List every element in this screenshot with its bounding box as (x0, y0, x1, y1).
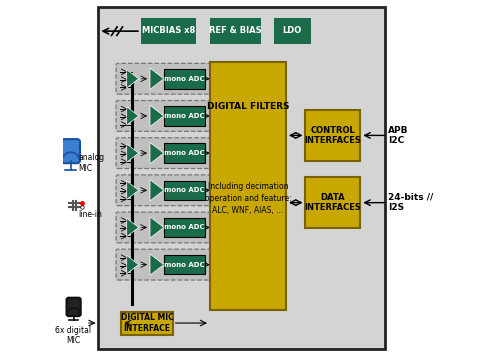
Bar (210, 62, 286, 310)
Text: REF & BIAS: REF & BIAS (209, 27, 262, 35)
FancyBboxPatch shape (67, 298, 81, 316)
Bar (121, 312, 173, 335)
Text: mono ADC: mono ADC (164, 187, 204, 193)
Text: mono ADC: mono ADC (164, 224, 204, 230)
Text: DIGITAL MIC
INTERFACE: DIGITAL MIC INTERFACE (120, 313, 173, 333)
FancyBboxPatch shape (116, 175, 210, 206)
Polygon shape (150, 217, 164, 238)
Text: CONTROL
INTERFACES: CONTROL INTERFACES (304, 126, 361, 145)
Bar (164, 218, 204, 237)
Text: mono ADC: mono ADC (164, 262, 204, 268)
Text: APB
I2C: APB I2C (388, 126, 408, 145)
Bar (164, 255, 204, 274)
Bar (305, 177, 360, 228)
Text: LDO: LDO (283, 27, 302, 35)
Bar (274, 18, 311, 44)
Text: mono ADC: mono ADC (164, 113, 204, 119)
Bar (210, 18, 261, 44)
FancyBboxPatch shape (61, 139, 80, 163)
FancyBboxPatch shape (116, 101, 210, 131)
FancyBboxPatch shape (116, 138, 210, 169)
Bar (98, 7, 385, 349)
Polygon shape (127, 256, 139, 274)
Bar (164, 181, 204, 200)
Polygon shape (127, 69, 139, 88)
FancyBboxPatch shape (116, 212, 210, 243)
Polygon shape (150, 105, 164, 127)
Polygon shape (127, 218, 139, 237)
Text: mono ADC: mono ADC (164, 150, 204, 156)
Text: 24-bits //
I2S: 24-bits // I2S (388, 193, 433, 212)
Text: mono ADC: mono ADC (164, 76, 204, 82)
Polygon shape (127, 144, 139, 162)
Bar (305, 110, 360, 161)
Polygon shape (150, 180, 164, 201)
Text: analog
MIC: analog MIC (78, 153, 104, 172)
Bar (164, 69, 204, 88)
Polygon shape (127, 181, 139, 200)
Polygon shape (150, 142, 164, 164)
Text: MICBIAS x8: MICBIAS x8 (142, 27, 195, 35)
Text: line-in: line-in (78, 210, 102, 219)
Text: Including decimation
operation and feature:
ALC, WNF, AIAS, ...: Including decimation operation and featu… (204, 182, 291, 215)
Polygon shape (150, 254, 164, 275)
Text: DIGITAL FILTERS: DIGITAL FILTERS (207, 102, 289, 111)
FancyBboxPatch shape (116, 249, 210, 280)
Bar (164, 143, 204, 163)
Polygon shape (127, 107, 139, 125)
Bar (141, 18, 196, 44)
Bar (164, 106, 204, 126)
Text: 6x digital
MIC: 6x digital MIC (55, 326, 91, 345)
Text: DATA
INTERFACES: DATA INTERFACES (304, 193, 361, 212)
Polygon shape (150, 68, 164, 90)
FancyBboxPatch shape (116, 63, 210, 94)
